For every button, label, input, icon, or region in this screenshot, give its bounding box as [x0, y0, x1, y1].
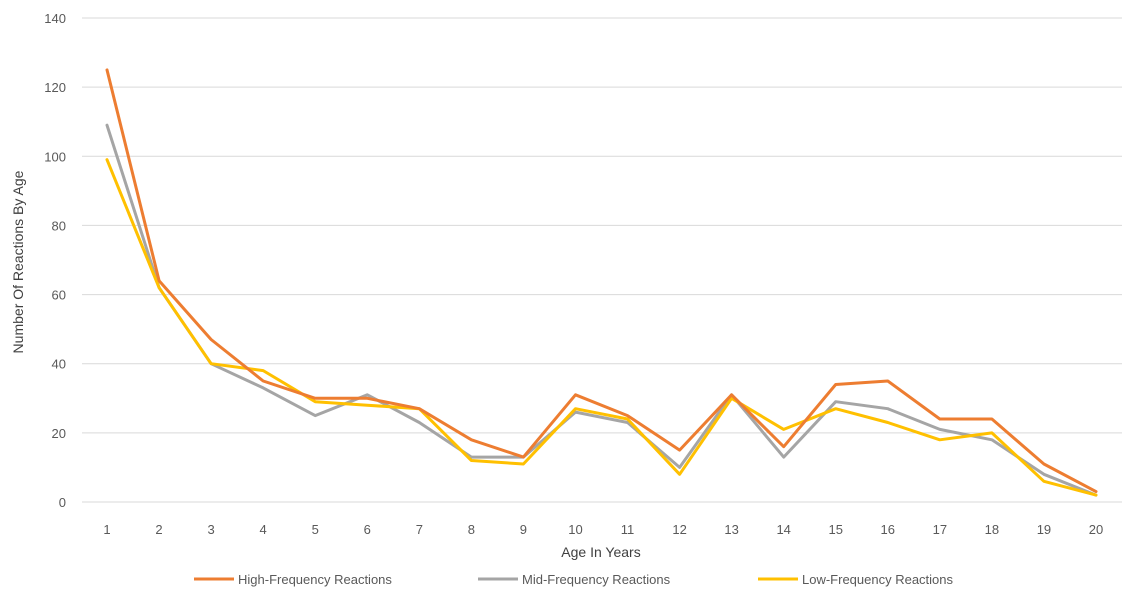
x-tick-label: 17: [933, 522, 947, 537]
x-tick-label: 8: [468, 522, 475, 537]
x-tick-label: 3: [207, 522, 214, 537]
y-tick-label: 140: [44, 11, 66, 26]
x-tick-label: 19: [1037, 522, 1051, 537]
x-tick-label: 11: [621, 522, 635, 537]
x-tick-label: 14: [776, 522, 790, 537]
x-tick-label: 5: [312, 522, 319, 537]
y-tick-label: 0: [59, 495, 66, 510]
series-line-mid-frequency-reactions: [105, 123, 1098, 497]
x-tick-label: 20: [1089, 522, 1103, 537]
x-tick-label: 10: [568, 522, 582, 537]
legend-label: High-Frequency Reactions: [238, 572, 392, 587]
x-tick-label: 1: [103, 522, 110, 537]
x-tick-label: 18: [985, 522, 999, 537]
x-tick-label: 12: [672, 522, 686, 537]
gridlines: [82, 17, 1122, 503]
y-axis-ticks: 0 20 40 60 80 100 120 140: [44, 11, 66, 510]
x-axis-title: Age In Years: [561, 544, 640, 560]
y-tick-label: 100: [44, 149, 66, 164]
legend: High-Frequency Reactions Mid-Frequency Re…: [194, 572, 954, 587]
x-tick-label: 13: [724, 522, 738, 537]
series-line-low-frequency-reactions: [105, 158, 1098, 497]
y-tick-label: 80: [52, 218, 66, 233]
y-tick-label: 20: [52, 426, 66, 441]
y-tick-label: 120: [44, 80, 66, 95]
series-lines: [105, 68, 1098, 497]
y-tick-label: 40: [52, 357, 66, 372]
x-tick-label: 2: [155, 522, 162, 537]
legend-label: Mid-Frequency Reactions: [522, 572, 671, 587]
x-tick-label: 6: [364, 522, 371, 537]
x-axis-ticks: 1 2 3 4 5 6 7 8 9 10 11 12 13 14 15 16 17 18 19 20: [103, 522, 1103, 537]
x-tick-label: 7: [416, 522, 423, 537]
y-tick-label: 60: [52, 288, 66, 303]
series-line-high-frequency-reactions: [105, 68, 1098, 494]
y-axis-title: Number Of Reactions By Age: [10, 170, 26, 353]
x-tick-label: 15: [829, 522, 843, 537]
x-tick-label: 16: [881, 522, 895, 537]
x-tick-label: 4: [260, 522, 267, 537]
x-tick-label: 9: [520, 522, 527, 537]
legend-label: Low-Frequency Reactions: [802, 572, 954, 587]
